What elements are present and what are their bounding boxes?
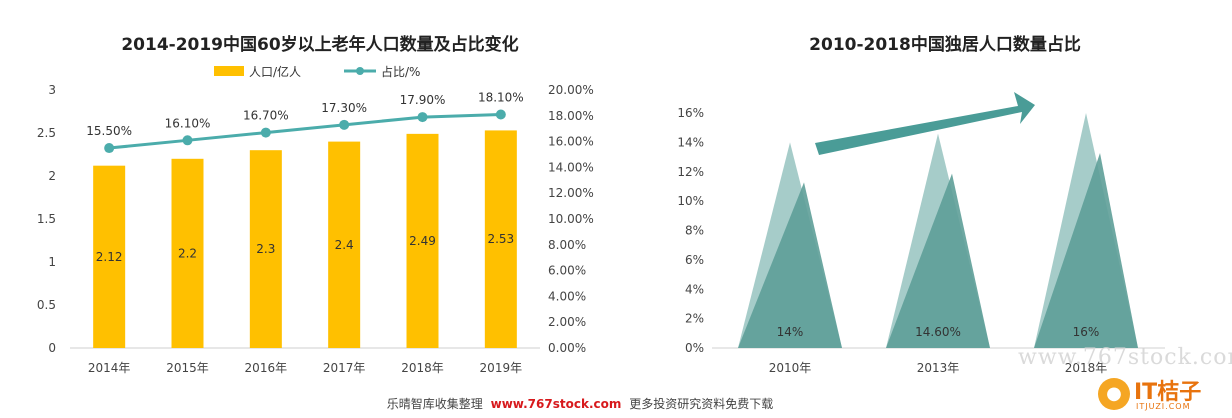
line-point — [260, 127, 271, 138]
bar-value-label: 2.2 — [178, 246, 197, 260]
triangle-bar-front — [1034, 153, 1138, 348]
bar-value-label: 2.12 — [96, 250, 123, 264]
bar — [484, 130, 517, 348]
y-tick-label: 0.5 — [37, 298, 56, 312]
x-tick-label-2: 2013年 — [917, 361, 960, 375]
y2-tick-label: 14.00% — [548, 160, 594, 174]
bar — [406, 133, 439, 348]
orange-icon: ● — [1098, 378, 1130, 410]
line-point — [104, 143, 115, 154]
watermark-url: www.767stock.com — [1018, 345, 1232, 370]
y2-tick-label: 6.00% — [548, 264, 586, 278]
triangle-bar-front — [886, 173, 990, 348]
chart1-title: 2014-2019中国60岁以上老年人口数量及占比变化 — [121, 35, 519, 55]
y2-tick-label: 2.00% — [548, 315, 586, 329]
y-tick-label: 1.5 — [37, 212, 56, 226]
line-point — [495, 109, 506, 120]
y2-tick-label: 12.00% — [548, 186, 594, 200]
y2-tick-label: 10.00% — [548, 212, 594, 226]
line-value-label: 17.90% — [400, 93, 446, 107]
x-tick-label: 2015年 — [166, 361, 209, 375]
y2-tick-label: 16.00% — [548, 135, 594, 149]
y-tick-label-2: 8% — [685, 224, 704, 238]
bar — [249, 150, 282, 348]
y-tick-label: 1 — [48, 255, 56, 269]
y-tick-label-2: 2% — [685, 312, 704, 326]
line-value-label: 15.50% — [86, 124, 132, 138]
x-tick-label: 2014年 — [88, 361, 131, 375]
y2-tick-label: 20.00% — [548, 83, 594, 97]
x-tick-label-2: 2010年 — [769, 361, 812, 375]
x-tick-label: 2018年 — [401, 361, 444, 375]
bar — [93, 165, 126, 348]
legend-bar-label: 人口/亿人 — [249, 64, 301, 79]
triangle-value-label: 14.60% — [915, 325, 961, 339]
y2-tick-label: 18.00% — [548, 109, 594, 123]
footer: 乐晴智库收集整理 www.767stock.com 更多投资研究资料免费下载 — [300, 395, 860, 412]
brand-domain: ITJUZI.COM — [1136, 402, 1191, 411]
x-tick-label-2: 2018年 — [1065, 361, 1108, 375]
y2-tick-label: 8.00% — [548, 238, 586, 252]
brand-name: IT桔子 — [1134, 380, 1202, 405]
x-tick-label: 2017年 — [323, 361, 366, 375]
legend-bar-swatch — [214, 66, 244, 76]
y-tick-label: 2.5 — [37, 126, 56, 140]
footer-site-link[interactable]: www.767stock.com — [490, 397, 622, 411]
triangle-bar-front — [738, 182, 842, 348]
triangle-value-label: 16% — [1073, 325, 1100, 339]
footer-prefix: 乐晴智库收集整理 — [386, 397, 483, 411]
triangle-value-label: 14% — [777, 325, 804, 339]
y-tick-label-2: 6% — [685, 253, 704, 267]
y-tick-label-2: 10% — [677, 194, 704, 208]
y-tick-label: 2 — [48, 169, 56, 183]
y-tick-label: 0 — [48, 341, 56, 355]
y-tick-label: 3 — [48, 83, 56, 97]
chart2-title: 2010-2018中国独居人口数量占比 — [809, 35, 1081, 55]
trend-arrow — [815, 92, 1035, 155]
legend-line-label: 占比/% — [381, 64, 420, 79]
brand-logo: ● IT桔子 ITJUZI.COM — [1098, 372, 1232, 418]
line-value-label: 16.10% — [165, 116, 211, 130]
line-value-label: 18.10% — [478, 91, 524, 105]
bar-value-label: 2.49 — [409, 234, 436, 248]
y2-tick-label: 4.00% — [548, 289, 586, 303]
line-point — [182, 135, 193, 146]
line-value-label: 16.70% — [243, 109, 289, 123]
line-point — [417, 112, 428, 123]
x-tick-label: 2016年 — [245, 361, 288, 375]
line-point — [339, 119, 350, 130]
y2-tick-label: 0.00% — [548, 341, 586, 355]
y-tick-label-2: 14% — [677, 135, 704, 149]
bar — [171, 158, 204, 348]
line-value-label: 17.30% — [321, 101, 367, 115]
y-tick-label-2: 16% — [677, 106, 704, 120]
line-series — [109, 113, 501, 150]
footer-suffix: 更多投资研究资料免费下载 — [629, 397, 774, 411]
bar-value-label: 2.4 — [335, 238, 354, 252]
bar — [328, 141, 361, 348]
bar-value-label: 2.53 — [487, 232, 514, 246]
x-tick-label: 2019年 — [480, 361, 523, 375]
legend-line-marker — [356, 67, 364, 75]
y-tick-label-2: 12% — [677, 165, 704, 179]
bar-value-label: 2.3 — [256, 242, 275, 256]
y-tick-label-2: 0% — [685, 341, 704, 355]
y-tick-label-2: 4% — [685, 282, 704, 296]
